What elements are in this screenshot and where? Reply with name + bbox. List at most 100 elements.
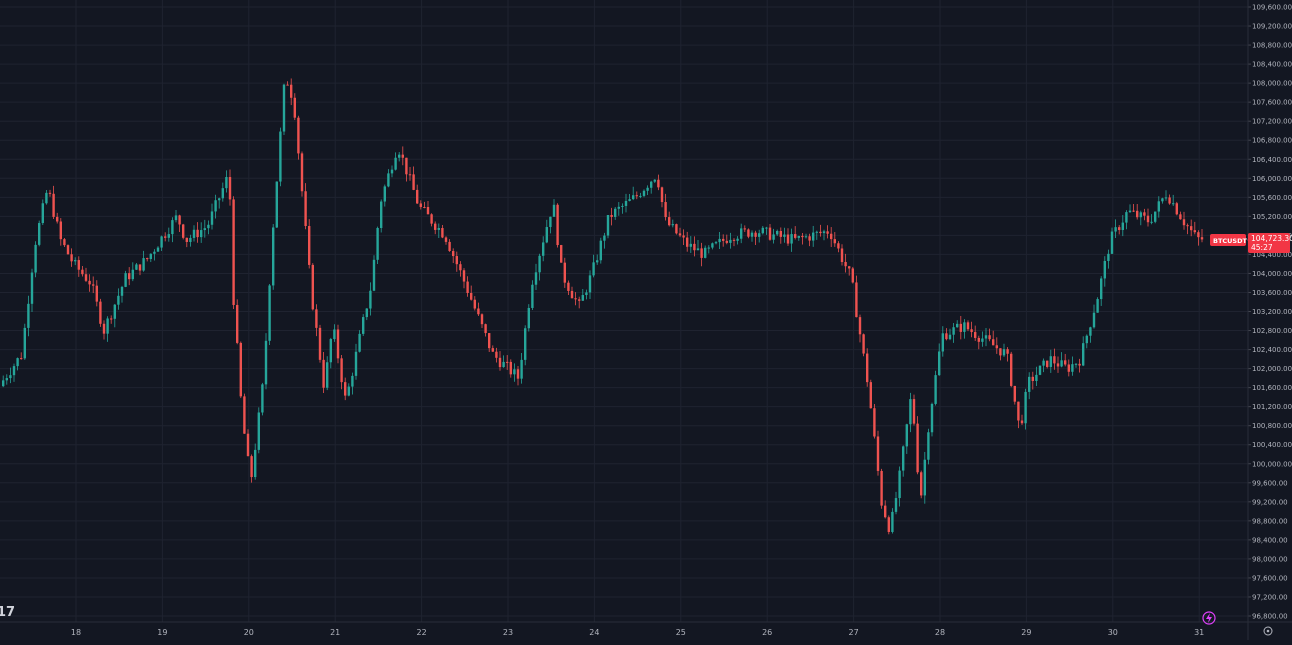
candle-up xyxy=(621,205,624,207)
candle-down xyxy=(311,264,314,310)
candle-up xyxy=(740,228,743,239)
candle-down xyxy=(405,157,408,175)
candle-down xyxy=(743,228,746,230)
candle-down xyxy=(236,304,239,343)
candle-down xyxy=(1197,232,1200,238)
candle-up xyxy=(599,240,602,261)
candle-down xyxy=(128,273,131,280)
grid xyxy=(0,0,1248,622)
candle-up xyxy=(1157,201,1160,212)
y-tick-label: 104,400.00 xyxy=(1252,251,1292,259)
candle-down xyxy=(1190,226,1193,231)
candle-down xyxy=(232,199,235,305)
candle-up xyxy=(614,208,617,217)
candle-down xyxy=(182,224,185,238)
candle-down xyxy=(506,361,509,363)
y-tick-label: 96,800.00 xyxy=(1252,613,1288,621)
candle-up xyxy=(956,323,959,328)
candle-down xyxy=(1118,227,1121,231)
candle-up xyxy=(1125,212,1128,223)
last-price-label-bg xyxy=(1248,233,1290,253)
candle-up xyxy=(1100,278,1103,300)
candle-up xyxy=(1139,212,1142,218)
candle-down xyxy=(837,243,840,249)
candle-up xyxy=(524,328,527,360)
candle-down xyxy=(1031,376,1034,381)
candle-up xyxy=(1082,343,1085,366)
candle-up xyxy=(520,359,523,379)
candle-up xyxy=(585,292,588,296)
candle-down xyxy=(725,240,728,243)
candle-down xyxy=(833,239,836,244)
price-axis[interactable]: 109,600.00 109,200.00 108,800.00 108,400.00… xyxy=(1247,0,1292,640)
candle-down xyxy=(873,408,876,437)
candle-up xyxy=(200,230,203,238)
candle-down xyxy=(297,117,300,154)
time-axis[interactable]: 18 19 20 21 22 23 24 25 26 27 28 29 30 31 xyxy=(0,621,1292,637)
candle-down xyxy=(146,258,149,260)
tradingview-logo-icon[interactable]: 17 xyxy=(0,605,15,620)
lightning-icon[interactable] xyxy=(1202,611,1216,625)
candle-up xyxy=(736,238,739,241)
candle-up xyxy=(1161,198,1164,202)
candle-up xyxy=(729,239,732,243)
x-tick-label: 31 xyxy=(1194,628,1204,637)
candle-down xyxy=(1046,360,1049,367)
candle-down xyxy=(300,153,304,192)
candle-down xyxy=(516,369,520,379)
candle-up xyxy=(106,318,109,334)
x-tick-label: 26 xyxy=(762,628,772,637)
candle-down xyxy=(416,189,419,204)
x-tick-label: 20 xyxy=(244,628,254,637)
candle-up xyxy=(1024,391,1027,424)
candle-up xyxy=(650,181,653,188)
candle-down xyxy=(444,237,448,242)
candle-down xyxy=(1010,353,1013,386)
candle-down xyxy=(88,280,91,285)
candle-down xyxy=(858,317,862,335)
candle-up xyxy=(275,181,278,228)
candle-up xyxy=(761,227,764,234)
candle-up xyxy=(758,233,761,237)
candle-down xyxy=(81,269,84,275)
candle-down xyxy=(992,339,995,346)
y-tick-label: 101,200.00 xyxy=(1252,403,1292,411)
candle-down xyxy=(250,456,253,478)
candle-up xyxy=(347,386,350,396)
candle-up xyxy=(689,243,692,247)
svg-text:17: 17 xyxy=(0,605,15,620)
candle-up xyxy=(1103,260,1106,279)
candle-down xyxy=(419,203,422,207)
candle-down xyxy=(408,174,412,176)
candle-down xyxy=(243,396,246,434)
candle-up xyxy=(545,227,548,243)
candle-down xyxy=(826,231,829,234)
candle-down xyxy=(63,239,66,246)
candle-up xyxy=(156,247,160,252)
candle-up xyxy=(398,154,401,158)
candle-down xyxy=(59,221,62,240)
candle-down xyxy=(484,324,487,334)
candle-up xyxy=(963,322,966,332)
candle-down xyxy=(452,251,455,257)
candle-up xyxy=(704,247,707,258)
candle-up xyxy=(189,237,192,242)
candle-down xyxy=(1168,197,1171,204)
candle-down xyxy=(455,256,458,265)
candle-up xyxy=(333,329,336,340)
y-tick-label: 99,200.00 xyxy=(1252,498,1288,506)
candle-up xyxy=(221,188,224,199)
x-tick-label: 28 xyxy=(935,628,945,637)
candle-down xyxy=(1200,237,1204,240)
candle-up xyxy=(354,351,358,376)
candle-up xyxy=(941,333,944,352)
settings-icon[interactable] xyxy=(1263,626,1273,636)
candle-down xyxy=(1078,363,1081,366)
candle-down xyxy=(1146,215,1150,223)
candle-down xyxy=(974,332,977,338)
candle-up xyxy=(927,432,930,460)
candle-up xyxy=(711,243,714,248)
candle-up xyxy=(160,236,163,248)
